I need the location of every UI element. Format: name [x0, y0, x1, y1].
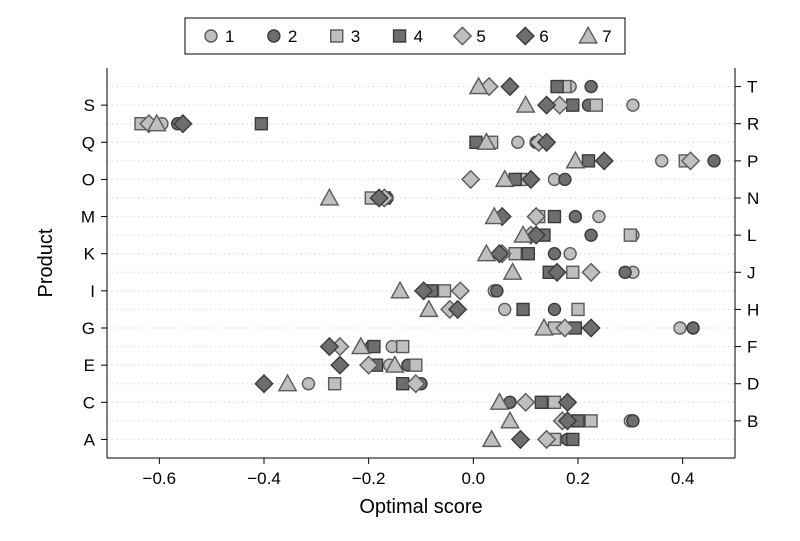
point-series-4: [517, 303, 529, 315]
point-series-1: [512, 136, 524, 148]
point-series-3: [572, 303, 584, 315]
x-tick-label: 0.4: [671, 469, 695, 488]
plot-background: [0, 0, 800, 541]
point-series-2: [548, 303, 560, 315]
point-series-1: [674, 322, 686, 334]
y-tick-label-left: A: [84, 430, 96, 449]
y-tick-label-right: H: [747, 300, 759, 319]
legend-marker-1: [205, 30, 217, 42]
y-tick-label-right: L: [747, 226, 756, 245]
x-tick-label: −0.6: [143, 469, 177, 488]
x-axis-label: Optimal score: [359, 496, 482, 518]
point-series-2: [548, 248, 560, 260]
x-tick-label: −0.2: [352, 469, 386, 488]
legend-label: 2: [288, 27, 297, 46]
point-series-4: [535, 396, 547, 408]
y-tick-label-left: M: [81, 208, 95, 227]
point-series-1: [564, 248, 576, 260]
y-tick-label-right: J: [747, 263, 756, 282]
y-tick-label-left: O: [82, 170, 95, 189]
y-tick-label-left: C: [83, 393, 95, 412]
point-series-2: [627, 415, 639, 427]
point-series-2: [585, 229, 597, 241]
y-tick-label-left: E: [84, 356, 95, 375]
point-series-2: [491, 285, 503, 297]
point-series-4: [567, 433, 579, 445]
point-series-4: [548, 211, 560, 223]
x-tick-label: 0.2: [566, 469, 590, 488]
point-series-3: [439, 285, 451, 297]
scatter-chart: ACEGIKMOQS BDFHJLNPRT −0.6 −0.4 −0.2 0.0 0.2 0.…: [0, 0, 800, 541]
legend-label: 4: [414, 27, 423, 46]
y-tick-label-left: G: [82, 319, 95, 338]
y-tick-label-right: P: [747, 152, 758, 171]
point-series-3: [624, 229, 636, 241]
y-tick-label-right: T: [747, 78, 757, 97]
point-series-4: [551, 81, 563, 93]
point-series-4: [368, 341, 380, 353]
point-series-4: [582, 155, 594, 167]
point-series-3: [397, 341, 409, 353]
point-series-2: [585, 81, 597, 93]
point-series-3: [410, 359, 422, 371]
point-series-1: [302, 378, 314, 390]
point-series-2: [569, 211, 581, 223]
y-tick-label-left: I: [90, 282, 95, 301]
y-tick-label-right: D: [747, 375, 759, 394]
legend-label: 7: [602, 27, 611, 46]
point-series-1: [656, 155, 668, 167]
point-series-3: [567, 266, 579, 278]
point-series-2: [708, 155, 720, 167]
x-tick-label: 0.0: [462, 469, 486, 488]
point-series-1: [499, 303, 511, 315]
point-series-2: [687, 322, 699, 334]
y-tick-label-right: R: [747, 115, 759, 134]
point-series-4: [522, 248, 534, 260]
point-series-4: [255, 118, 267, 130]
y-tick-label-left: Q: [82, 133, 95, 152]
y-axis-label: Product: [35, 228, 57, 297]
point-series-1: [593, 211, 605, 223]
legend-marker-3: [331, 30, 343, 42]
point-series-3: [590, 99, 602, 111]
y-tick-label-left: S: [84, 96, 95, 115]
x-tick-label: −0.4: [247, 469, 281, 488]
legend-label: 3: [351, 27, 360, 46]
y-tick-label-right: B: [747, 412, 758, 431]
y-tick-label-left: K: [84, 245, 96, 264]
chart-container: ACEGIKMOQS BDFHJLNPRT −0.6 −0.4 −0.2 0.0 0.2 0.…: [0, 0, 800, 541]
point-series-1: [627, 99, 639, 111]
legend-label: 6: [539, 27, 548, 46]
y-tick-label-right: F: [747, 338, 757, 357]
legend-label: 1: [225, 27, 234, 46]
point-series-2: [559, 173, 571, 185]
legend-marker-4: [394, 30, 406, 42]
point-series-3: [329, 378, 341, 390]
point-series-3: [585, 415, 597, 427]
legend-label: 5: [476, 27, 485, 46]
point-series-2: [619, 266, 631, 278]
legend-marker-2: [268, 30, 280, 42]
y-tick-label-right: N: [747, 189, 759, 208]
